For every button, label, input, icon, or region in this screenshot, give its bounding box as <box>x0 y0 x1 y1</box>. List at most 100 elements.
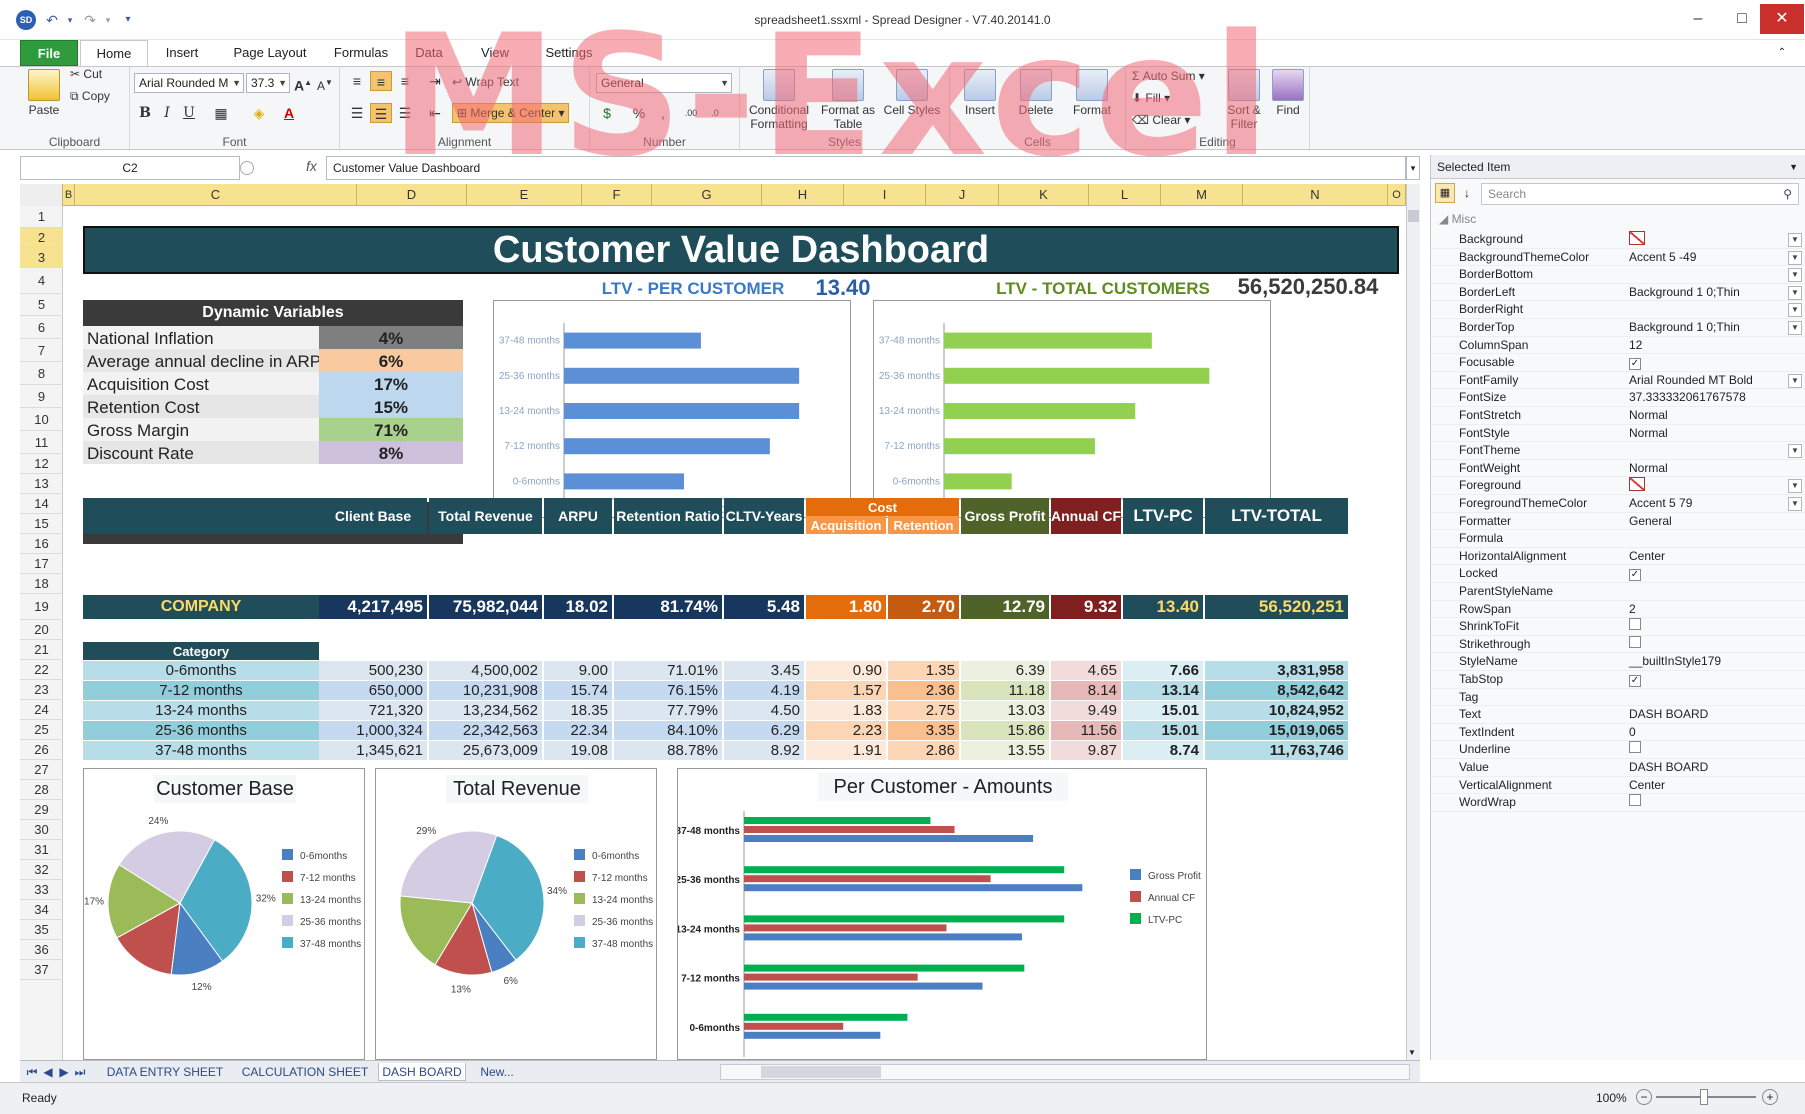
align-left-icon[interactable]: ☰ <box>350 105 364 121</box>
property-value[interactable]: Normal <box>1629 460 1668 475</box>
property-row[interactable]: Text DASH BOARD <box>1431 706 1805 724</box>
cell-styles-button[interactable]: Cell Styles <box>882 69 942 117</box>
property-row[interactable]: Tag <box>1431 689 1805 707</box>
property-row[interactable]: Strikethrough <box>1431 635 1805 654</box>
row-header-10[interactable]: 10 <box>20 408 63 431</box>
company-value-j[interactable]: 2.70 <box>888 595 959 619</box>
column-header-j[interactable]: J <box>926 184 999 206</box>
category-row-value[interactable]: 76.15% <box>614 681 722 700</box>
category-row-value[interactable]: 10,824,952 <box>1205 701 1348 720</box>
category-row-label[interactable]: 25-36 months <box>83 721 319 740</box>
row-header-36[interactable]: 36 <box>20 940 63 960</box>
category-row-label[interactable]: 37-48 months <box>83 741 319 760</box>
property-row[interactable]: Focusable ✓ <box>1431 354 1805 372</box>
bar[interactable] <box>944 473 1012 490</box>
category-row-value[interactable]: 15,019,065 <box>1205 721 1348 740</box>
dropdown-icon[interactable]: ▼ <box>1788 233 1802 247</box>
row-header-16[interactable]: 16 <box>20 534 63 554</box>
dropdown-icon[interactable]: ▼ <box>1788 321 1802 335</box>
category-row-value[interactable]: 8.74 <box>1123 741 1203 760</box>
dropdown-icon[interactable]: ▼ <box>1788 373 1802 388</box>
dropdown-icon[interactable]: ▼ <box>1788 444 1802 459</box>
property-value[interactable]: Center <box>1629 777 1666 792</box>
dynamic-var-value[interactable]: 4% <box>319 326 463 349</box>
property-row[interactable]: BorderLeft Background 1 0;Thin ▼ <box>1431 284 1805 302</box>
company-value-l[interactable]: 9.32 <box>1051 595 1121 619</box>
sheet-tab-new[interactable]: New... <box>480 1065 514 1079</box>
zoom-slider-thumb[interactable] <box>1700 1089 1708 1105</box>
category-row-value[interactable]: 25,673,009 <box>429 741 542 760</box>
row-header-21[interactable]: 21 <box>20 640 63 660</box>
property-value[interactable]: 37.333332061767578 <box>1629 390 1746 405</box>
worksheet-grid[interactable]: Customer Value Dashboard LTV - PER CUSTO… <box>63 206 1406 1060</box>
italic-icon[interactable]: I <box>164 105 170 121</box>
company-value-n[interactable]: 56,520,251 <box>1205 595 1348 619</box>
scroll-down-icon[interactable]: ▼ <box>1408 1048 1416 1057</box>
category-row-value[interactable]: 2.86 <box>888 741 959 760</box>
column-header-k[interactable]: K <box>999 184 1089 206</box>
property-row[interactable]: FontFamily Arial Rounded MT Bold ▼ <box>1431 372 1805 390</box>
category-row-value[interactable]: 1,345,621 <box>319 741 427 760</box>
bold-icon[interactable]: B <box>139 105 151 121</box>
bar[interactable] <box>944 438 1095 455</box>
category-row-value[interactable]: 10,231,908 <box>429 681 542 700</box>
property-value[interactable] <box>1629 618 1641 636</box>
category-row-value[interactable]: 15.86 <box>961 721 1049 740</box>
property-value[interactable]: ✓ <box>1629 671 1641 689</box>
dynamic-var-value[interactable]: 17% <box>319 372 463 395</box>
maximize-button[interactable]: □ <box>1737 10 1747 27</box>
row-header-15[interactable]: 15 <box>20 514 63 534</box>
total-revenue-pie-chart[interactable]: Total Revenue 34% 6% 13% 29% 0-6months 7-12 m… <box>375 768 657 1060</box>
property-value[interactable] <box>1629 231 1645 251</box>
bar[interactable] <box>744 835 1034 842</box>
property-row[interactable]: BorderRight ▼ <box>1431 301 1805 319</box>
row-header-26[interactable]: 26 <box>20 740 63 760</box>
last-sheet-icon[interactable]: ⏭ <box>74 1065 86 1079</box>
property-row[interactable]: Value DASH BOARD <box>1431 759 1805 777</box>
column-header-c[interactable]: C <box>75 184 357 206</box>
fill-color-icon[interactable]: ◈ <box>253 105 265 121</box>
category-row-value[interactable]: 15.01 <box>1123 721 1203 740</box>
bar[interactable] <box>744 1031 881 1039</box>
category-row-value[interactable]: 8.14 <box>1051 681 1121 700</box>
property-value[interactable]: Background 1 0;Thin <box>1629 284 1740 299</box>
close-button[interactable]: ✕ <box>1760 4 1804 34</box>
property-row[interactable]: ColumnSpan 12 <box>1431 337 1805 355</box>
category-row-value[interactable]: 22,342,563 <box>429 721 542 740</box>
property-row[interactable]: HorizontalAlignment Center <box>1431 548 1805 566</box>
category-row-value[interactable]: 9.49 <box>1051 701 1121 720</box>
tab-settings[interactable]: Settings <box>545 45 593 60</box>
property-row[interactable]: BorderTop Background 1 0;Thin ▼ <box>1431 319 1805 337</box>
company-value-k[interactable]: 12.79 <box>961 595 1049 619</box>
dropdown-icon[interactable]: ▼ <box>1788 268 1802 283</box>
clear-button[interactable]: ⌫ Clear ▾ <box>1132 113 1191 127</box>
conditional-formatting-button[interactable]: Conditional Formatting <box>744 69 814 131</box>
autosum-button[interactable]: Σ Auto Sum ▾ <box>1132 69 1205 83</box>
vertical-scrollbar[interactable]: ▼ <box>1406 184 1420 1060</box>
row-header-7[interactable]: 7 <box>20 339 63 362</box>
property-row[interactable]: Foreground ▼ <box>1431 477 1805 495</box>
company-value-g[interactable]: 81.74% <box>614 595 722 619</box>
row-header-33[interactable]: 33 <box>20 880 63 900</box>
selected-item-header[interactable]: Selected Item ▼ <box>1431 155 1805 179</box>
undo-dropdown-icon[interactable]: ▾ <box>67 15 73 25</box>
property-row[interactable]: VerticalAlignment Center <box>1431 777 1805 795</box>
category-row-value[interactable]: 19.08 <box>544 741 612 760</box>
property-row[interactable]: BorderBottom ▼ <box>1431 266 1805 284</box>
copy-button[interactable]: ⧉ Copy <box>70 89 110 103</box>
decrease-decimal-icon[interactable]: .0 <box>711 108 719 118</box>
ltv-total-chart[interactable]: 37-48 months 25-36 months 13-24 months 7-12… <box>873 300 1271 518</box>
align-right-icon[interactable]: ☰ <box>398 105 412 121</box>
row-header-11[interactable]: 11 <box>20 431 63 454</box>
property-row[interactable]: BackgroundThemeColor Accent 5 -49 ▼ <box>1431 249 1805 267</box>
bar[interactable] <box>744 826 955 833</box>
category-row-value[interactable]: 2.36 <box>888 681 959 700</box>
increase-decimal-icon[interactable]: .00 <box>684 108 698 118</box>
category-row-value[interactable]: 4,500,002 <box>429 661 542 680</box>
grow-font-icon[interactable]: A▲ <box>293 77 313 94</box>
category-row-value[interactable]: 8.92 <box>724 741 804 760</box>
property-row[interactable]: TabStop ✓ <box>1431 671 1805 689</box>
dropdown-icon[interactable]: ▼ <box>1788 303 1802 318</box>
row-header-34[interactable]: 34 <box>20 900 63 920</box>
merge-center-button[interactable]: ⊞ Merge & Center ▾ <box>452 103 570 123</box>
